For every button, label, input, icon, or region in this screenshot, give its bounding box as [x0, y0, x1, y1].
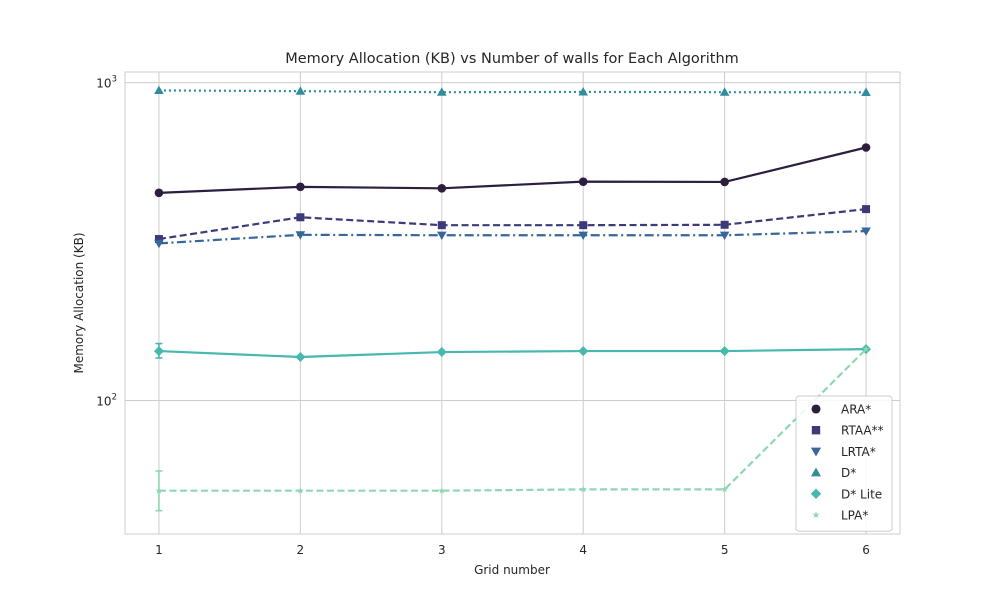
series-layer	[153, 85, 872, 512]
series-line	[158, 208, 867, 241]
series-lrta-	[154, 227, 871, 249]
data-point	[295, 86, 306, 95]
data-point	[296, 213, 305, 222]
series-line	[158, 230, 867, 245]
series-lpa-	[155, 345, 870, 512]
data-point	[579, 485, 587, 493]
chart-title: Memory Allocation (KB) vs Number of wall…	[285, 51, 739, 67]
legend-marker	[810, 488, 822, 500]
data-point	[436, 87, 447, 96]
data-point	[436, 231, 447, 241]
data-point	[154, 239, 164, 249]
series-line	[158, 348, 867, 359]
legend-label: D*	[841, 466, 856, 480]
data-point	[154, 188, 164, 198]
data-point	[437, 221, 446, 230]
data-point	[721, 485, 729, 493]
data-point	[153, 346, 164, 357]
x-tick-label: 4	[579, 543, 587, 557]
x-tick-label: 2	[297, 543, 305, 557]
legend-marker	[811, 426, 821, 435]
data-point	[437, 184, 447, 193]
x-tick-label: 3	[438, 543, 446, 557]
data-point	[295, 351, 306, 362]
y-axis-label: Memory Allocation (KB)	[72, 232, 86, 373]
data-point	[578, 346, 589, 357]
data-point	[296, 182, 305, 192]
legend-marker	[812, 511, 820, 519]
data-point	[862, 345, 870, 353]
legend-marker	[810, 447, 822, 457]
legend-label: ARA*	[841, 403, 871, 417]
legend: ARA* RTAA** LRTA* D* D* Lite LPA*	[795, 395, 893, 532]
data-point	[296, 487, 304, 494]
data-point	[155, 487, 163, 494]
series-line	[158, 348, 867, 492]
x-tick-label: 5	[721, 543, 729, 557]
data-point	[578, 87, 589, 96]
data-point	[861, 87, 871, 96]
data-point	[579, 221, 588, 230]
legend-label: RTAA**	[841, 424, 884, 438]
data-point	[861, 227, 871, 236]
y-tick-label: 102	[96, 392, 117, 408]
data-point	[154, 85, 164, 95]
plot-frame	[124, 71, 901, 535]
series-d-	[154, 85, 871, 96]
series-rtaa-	[154, 205, 871, 244]
legend-label: D* Lite	[841, 487, 882, 501]
data-point	[154, 235, 163, 244]
x-tick-label: 6	[862, 543, 870, 557]
series-line	[158, 146, 867, 194]
x-axis-label: Grid number	[474, 563, 550, 577]
data-point	[720, 220, 729, 229]
data-point	[719, 231, 730, 241]
data-point	[578, 231, 589, 241]
data-point	[719, 87, 730, 96]
y-tick-label: 103	[96, 75, 117, 91]
series-ara-	[154, 143, 871, 198]
data-point	[719, 346, 730, 357]
data-point	[438, 487, 446, 494]
x-tick-label: 1	[155, 543, 163, 557]
legend-marker	[810, 467, 822, 477]
data-point	[578, 177, 588, 186]
data-point	[295, 231, 306, 240]
ticks: 1 2 3 4 5 6 102 103	[96, 75, 870, 557]
legend-label: LPA*	[841, 509, 868, 523]
data-point	[720, 177, 729, 187]
data-point	[862, 205, 871, 214]
grid	[125, 72, 900, 534]
data-point	[861, 143, 871, 152]
data-point	[436, 347, 447, 358]
legend-label: LRTA*	[841, 445, 876, 459]
series-d-lite	[153, 342, 872, 362]
legend-marker	[811, 404, 821, 414]
